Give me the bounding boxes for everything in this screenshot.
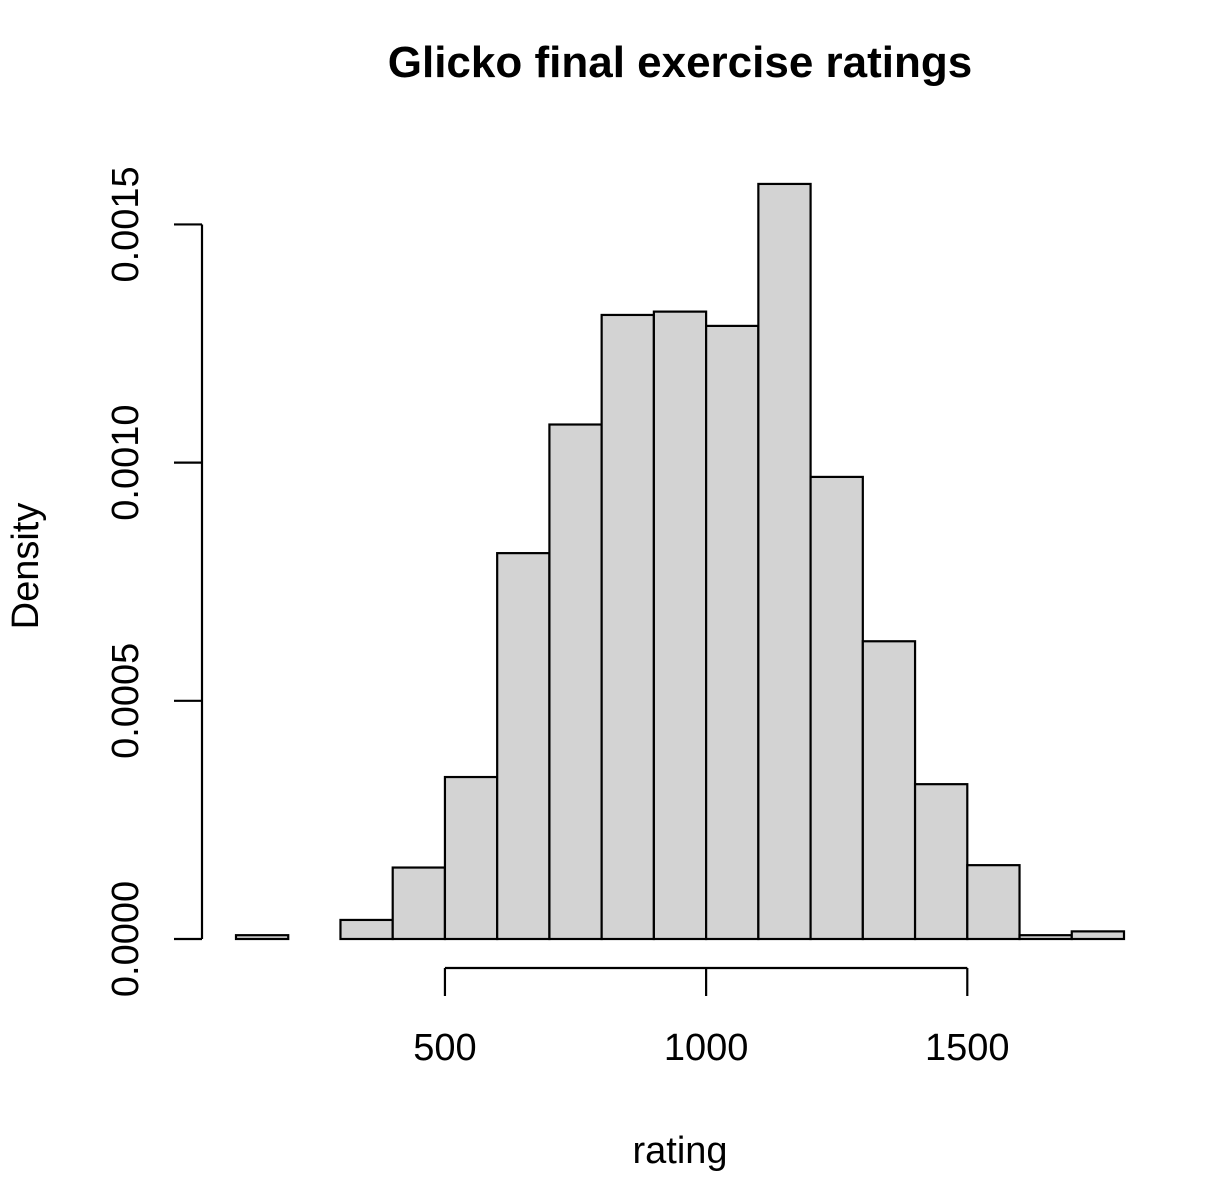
histogram-bar xyxy=(443,775,499,941)
y-tick-label: 0.0010 xyxy=(105,405,147,521)
histogram-bar xyxy=(496,552,551,941)
y-axis: 0.0000 0.0005 0.0010 0.0015 xyxy=(105,166,204,997)
histogram-bar xyxy=(1070,930,1126,941)
histogram-bar xyxy=(861,640,917,941)
histogram-bar xyxy=(1018,934,1073,941)
histogram-bar xyxy=(600,313,655,941)
histogram-bar xyxy=(652,310,708,941)
histogram-bar xyxy=(757,182,812,941)
x-tick-label: 500 xyxy=(413,1027,476,1069)
histogram-bar xyxy=(548,423,603,941)
histogram-bar xyxy=(339,918,394,941)
histogram-bar xyxy=(809,475,864,941)
histogram-bar xyxy=(913,783,969,941)
x-tick-label: 1500 xyxy=(925,1027,1010,1069)
y-axis-label: Density xyxy=(5,503,47,630)
x-axis: 500 1000 1500 xyxy=(413,966,1010,1069)
histogram-bar xyxy=(705,324,760,941)
histogram-bars xyxy=(234,182,1126,941)
histogram-bar xyxy=(966,864,1021,941)
histogram-bar xyxy=(234,934,290,941)
y-tick-label: 0.0000 xyxy=(105,881,147,997)
x-tick-label: 1000 xyxy=(664,1027,749,1069)
chart-title: Glicko final exercise ratings xyxy=(388,38,972,87)
y-tick-label: 0.0015 xyxy=(105,166,147,282)
histogram-bar xyxy=(391,866,447,941)
y-tick-label: 0.0005 xyxy=(105,643,147,759)
x-axis-label: rating xyxy=(632,1130,727,1172)
